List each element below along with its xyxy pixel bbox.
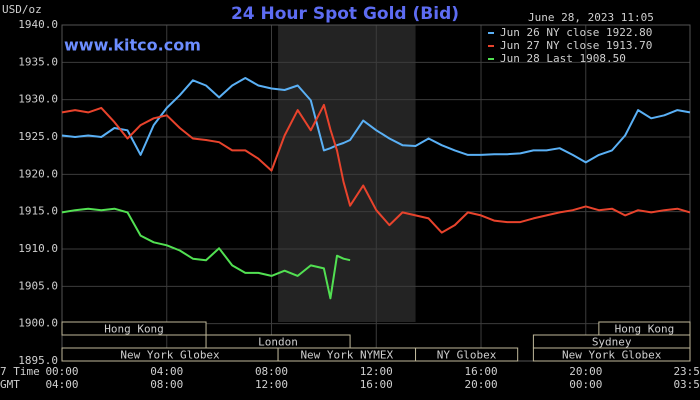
- legend-label: Jun 28 Last 1908.50: [500, 52, 626, 65]
- series-line: [61, 77, 691, 164]
- series-line: [61, 103, 691, 234]
- y-tick-label: 1920.0: [18, 167, 58, 180]
- y-tick-label: 1940.0: [18, 18, 58, 31]
- session-label: Sydney: [592, 336, 632, 349]
- x2-tick-label: 04:00: [45, 378, 78, 391]
- series-line: [61, 207, 351, 300]
- y-tick-label: 1925.0: [18, 130, 58, 143]
- x-tick-label: 00:00: [45, 365, 78, 378]
- x-tick-label: 20:00: [569, 365, 602, 378]
- session-label: Hong Kong: [104, 323, 164, 336]
- session-bar: [598, 321, 691, 336]
- x-tick-label: 04:00: [150, 365, 183, 378]
- session-label: Hong Kong: [615, 323, 675, 336]
- chart-title: 24 Hour Spot Gold (Bid): [231, 4, 459, 24]
- x2-tick-label: 16:00: [360, 378, 393, 391]
- y-tick-label: 1930.0: [18, 93, 58, 106]
- session-label: New York Globex: [562, 349, 662, 362]
- x-axis-label: 7 Time: [0, 365, 40, 378]
- watermark: www.kitco.com: [64, 36, 201, 55]
- session-label: New York Globex: [120, 349, 220, 362]
- y-tick-label: 1935.0: [18, 55, 58, 68]
- x-tick-label: 12:00: [360, 365, 393, 378]
- session-label: NY Globex: [437, 349, 497, 362]
- legend-label: Jun 27 NY close 1913.70: [500, 39, 652, 52]
- x2-tick-label: 20:00: [464, 378, 497, 391]
- y-tick-label: 1915.0: [18, 205, 58, 218]
- y-axis-label: USD/oz: [2, 3, 42, 16]
- x-tick-label: 23:59: [673, 365, 700, 378]
- timestamp: June 28, 2023 11:05: [528, 11, 654, 24]
- y-tick-label: 1910.0: [18, 242, 58, 255]
- x2-tick-label: 03:59: [673, 378, 700, 391]
- x2-tick-label: 08:00: [150, 378, 183, 391]
- y-tick-label: 1895.0: [18, 354, 58, 367]
- session-label: New York NYMEX: [300, 349, 393, 362]
- session-bar: [415, 347, 519, 362]
- legend-label: Jun 26 NY close 1922.80: [500, 26, 652, 39]
- y-tick-label: 1900.0: [18, 317, 58, 330]
- plot-area: [61, 24, 691, 362]
- y-tick-label: 1905.0: [18, 279, 58, 292]
- x2-axis-label: GMT: [0, 378, 20, 391]
- session-shade: [278, 25, 416, 322]
- session-label: London: [258, 336, 298, 349]
- x2-tick-label: 12:00: [255, 378, 288, 391]
- x-tick-label: 16:00: [464, 365, 497, 378]
- x-tick-label: 08:00: [255, 365, 288, 378]
- session-bar: [61, 321, 207, 336]
- session-bar: [532, 347, 691, 362]
- x2-tick-label: 00:00: [569, 378, 602, 391]
